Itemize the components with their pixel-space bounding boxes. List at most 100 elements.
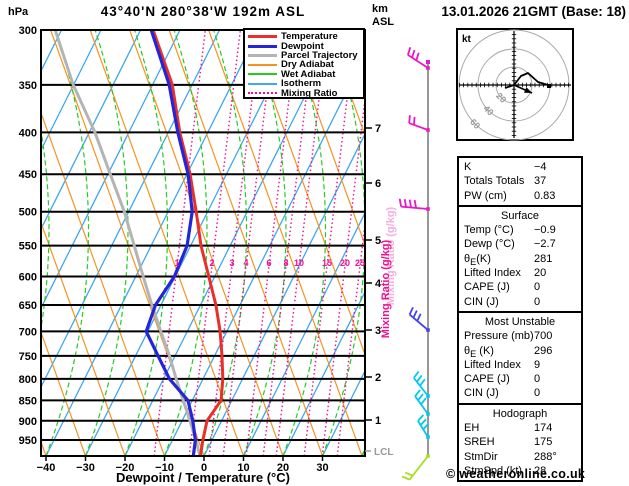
table-row-label: Totals Totals bbox=[464, 175, 525, 188]
wind-barb bbox=[408, 306, 430, 332]
table-row: StmSpd (kt) 28 bbox=[459, 464, 581, 478]
parcel-trajectory-curve bbox=[53, 30, 202, 456]
table-row: Totals Totals 37 bbox=[459, 174, 581, 188]
table-row-value: 20 bbox=[534, 267, 547, 280]
svg-text:650: 650 bbox=[19, 300, 37, 312]
table-row-value: 296 bbox=[534, 344, 553, 357]
table-section-title: Surface bbox=[501, 209, 539, 222]
svg-text:25: 25 bbox=[355, 258, 365, 268]
svg-text:550: 550 bbox=[19, 241, 37, 253]
page-title: 43°40'N 280°38'W 192m ASL bbox=[100, 4, 306, 19]
isotherms bbox=[41, 30, 365, 456]
table-section: Surface Temp (°C) −0.9 Dewp (°C) −2.7 θE(K) 28… bbox=[459, 204, 581, 311]
svg-text:−20: −20 bbox=[116, 462, 135, 474]
svg-text:8: 8 bbox=[283, 258, 288, 268]
table-row-label: Pressure (mb) bbox=[464, 330, 534, 343]
table-row: CAPE (J) 0 bbox=[459, 280, 581, 294]
legend-item-label: Dewpoint bbox=[281, 40, 324, 52]
table-row-label: SREH bbox=[464, 436, 495, 449]
svg-text:30: 30 bbox=[316, 462, 328, 474]
legend-line-sample bbox=[248, 35, 277, 39]
svg-text:400: 400 bbox=[19, 127, 37, 139]
legend-item: Wet Adiabat bbox=[248, 68, 363, 80]
table-row-value: 0 bbox=[534, 295, 541, 308]
storm-vector-arrowhead bbox=[524, 87, 532, 93]
hodograph-unit-label: kt bbox=[462, 34, 472, 45]
table-row-value: 28 bbox=[534, 464, 547, 477]
table-row-label: EH bbox=[464, 422, 480, 435]
table-row: CIN (J) 0 bbox=[459, 295, 581, 309]
legend-item: Dewpoint bbox=[248, 40, 363, 52]
legend-item-label: Wet Adiabat bbox=[281, 68, 336, 80]
temperature-curve bbox=[151, 30, 225, 456]
table-row: θE (K) 296 bbox=[459, 344, 581, 359]
table-row: Lifted Index 9 bbox=[459, 358, 581, 372]
svg-text:800: 800 bbox=[19, 374, 37, 386]
mixing-ratio-labels: 1 2 3 4 6 8 10 15 20 25 bbox=[174, 258, 365, 268]
table-row-label: θE(K) bbox=[464, 252, 491, 267]
hodograph-trace bbox=[504, 72, 549, 89]
svg-text:450: 450 bbox=[19, 169, 37, 181]
svg-text:2: 2 bbox=[375, 372, 381, 384]
svg-text:900: 900 bbox=[19, 416, 37, 428]
table-row-label: Lifted Index bbox=[464, 267, 521, 280]
table-row: K −4 bbox=[459, 160, 581, 174]
svg-text:3: 3 bbox=[229, 258, 234, 268]
hodograph-ring-label: 20 bbox=[494, 91, 508, 105]
temperature-axis: −40 −30 −20 −10 0 10 20 30 Dewpoint / Temperatur… bbox=[37, 456, 329, 485]
pressure-axis-labels: 300 350 400 450 500 550 600 650 700 750 800 850 900 9… bbox=[19, 25, 37, 447]
svg-text:3: 3 bbox=[375, 325, 381, 337]
lcl-label: LCL bbox=[374, 447, 393, 458]
svg-text:20: 20 bbox=[277, 462, 289, 474]
table-row: Temp (°C) −0.9 bbox=[459, 223, 581, 237]
svg-text:300: 300 bbox=[19, 25, 37, 37]
wind-barb bbox=[414, 389, 430, 416]
table-row: PW (cm) 0.83 bbox=[459, 189, 581, 203]
legend-item: Temperature bbox=[248, 31, 363, 42]
table-row: CIN (J) 0 bbox=[459, 386, 581, 400]
copyright: © weatheronline.co.uk bbox=[446, 467, 586, 481]
table-row-value: 281 bbox=[534, 252, 553, 265]
table-row-label: StmDir bbox=[464, 450, 498, 463]
table-row-label: Dewp (°C) bbox=[464, 238, 515, 251]
svg-text:1: 1 bbox=[375, 415, 381, 427]
svg-text:6: 6 bbox=[266, 258, 271, 268]
table-section-title: Hodograph bbox=[492, 407, 548, 420]
svg-text:850: 850 bbox=[19, 395, 37, 407]
table-row-value: 174 bbox=[534, 422, 553, 435]
table-row-label: CAPE (J) bbox=[464, 373, 510, 386]
table-row: StmDir 288° bbox=[459, 450, 581, 464]
legend-item-label: Parcel Trajectory bbox=[281, 49, 358, 61]
table-section-title: Most Unstable bbox=[484, 315, 556, 328]
svg-text:4: 4 bbox=[243, 258, 248, 268]
wind-barb bbox=[407, 47, 430, 70]
legend: Temperature Dewpoint Parcel Trajectory Dry … bbox=[243, 28, 365, 99]
svg-text:500: 500 bbox=[19, 207, 37, 219]
wet-adiabats bbox=[41, 30, 365, 456]
wind-barb-column bbox=[398, 47, 430, 481]
legend-line-sample bbox=[248, 63, 277, 66]
svg-text:−40: −40 bbox=[37, 462, 56, 474]
table-row-value: 0 bbox=[534, 387, 541, 400]
table-row-value: 0 bbox=[534, 373, 541, 386]
table-row-value: 700 bbox=[534, 330, 553, 343]
table-row: Dewp (°C) −2.7 bbox=[459, 237, 581, 251]
table-row: SREH 175 bbox=[459, 435, 581, 449]
legend-item-label: Dry Adiabat bbox=[281, 59, 334, 71]
table-row-label: PW (cm) bbox=[464, 189, 507, 202]
svg-text:1: 1 bbox=[174, 258, 179, 268]
table-row-label: K bbox=[464, 161, 472, 173]
table-row-label: StmSpd (kt) bbox=[464, 464, 523, 477]
table-row: Lifted Index 20 bbox=[459, 266, 581, 280]
svg-text:950: 950 bbox=[19, 435, 37, 447]
table-row: EH 174 bbox=[459, 421, 581, 435]
wind-barb bbox=[413, 370, 430, 398]
legend-item: Parcel Trajectory bbox=[248, 49, 363, 61]
svg-text:−10: −10 bbox=[155, 462, 174, 474]
hodograph-ring-label: 40 bbox=[481, 103, 495, 117]
wind-barb bbox=[417, 414, 430, 439]
table-row-label: CIN (J) bbox=[464, 387, 499, 400]
svg-text:15: 15 bbox=[322, 258, 332, 268]
